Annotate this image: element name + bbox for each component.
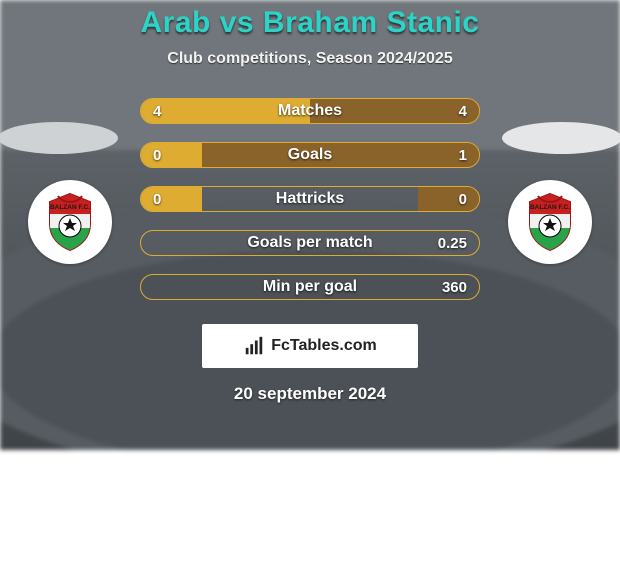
brand-badge[interactable]: FcTables.com bbox=[202, 324, 418, 368]
player-photo-right-placeholder bbox=[502, 122, 620, 154]
balzan-crest-icon: BALZAN F.C. bbox=[518, 190, 582, 254]
comparison-card: Arab vs Braham Stanic Club competitions,… bbox=[0, 0, 620, 450]
stat-value-right: 360 bbox=[442, 279, 467, 296]
club-badge-left: BALZAN F.C. bbox=[28, 180, 112, 264]
stat-row: 0 Hattricks 0 bbox=[140, 186, 480, 212]
svg-text:BALZAN F.C.: BALZAN F.C. bbox=[50, 204, 90, 211]
stat-value-right: 1 bbox=[459, 147, 467, 164]
date-text: 20 september 2024 bbox=[0, 384, 620, 404]
stat-row: Goals per match 0.25 bbox=[140, 230, 480, 256]
club-badge-right: BALZAN F.C. bbox=[508, 180, 592, 264]
stat-value-left: 0 bbox=[153, 191, 161, 208]
page-title: Arab vs Braham Stanic bbox=[0, 6, 620, 40]
stat-value-left: 0 bbox=[153, 147, 161, 164]
stat-row: 0 Goals 1 bbox=[140, 142, 480, 168]
stat-fill-left bbox=[141, 187, 202, 211]
stat-label: Hattricks bbox=[276, 190, 344, 208]
stat-fill-left bbox=[141, 143, 202, 167]
subtitle: Club competitions, Season 2024/2025 bbox=[0, 50, 620, 68]
stat-fill-right bbox=[202, 143, 479, 167]
brand-text: FcTables.com bbox=[271, 337, 377, 355]
stat-label: Matches bbox=[278, 102, 342, 120]
stat-row: 4 Matches 4 bbox=[140, 98, 480, 124]
stat-value-right: 4 bbox=[459, 103, 467, 120]
player-photo-left-placeholder bbox=[0, 122, 118, 154]
balzan-crest-icon: BALZAN F.C. bbox=[38, 190, 102, 254]
bar-chart-icon bbox=[243, 335, 265, 357]
stat-value-right: 0.25 bbox=[438, 235, 467, 252]
stat-row: Min per goal 360 bbox=[140, 274, 480, 300]
stat-value-right: 0 bbox=[459, 191, 467, 208]
stat-label: Min per goal bbox=[263, 278, 357, 296]
stat-value-left: 4 bbox=[153, 103, 161, 120]
stat-label: Goals bbox=[288, 146, 332, 164]
stat-label: Goals per match bbox=[247, 234, 372, 252]
stat-fill-right bbox=[418, 187, 479, 211]
svg-text:BALZAN F.C.: BALZAN F.C. bbox=[530, 204, 570, 211]
